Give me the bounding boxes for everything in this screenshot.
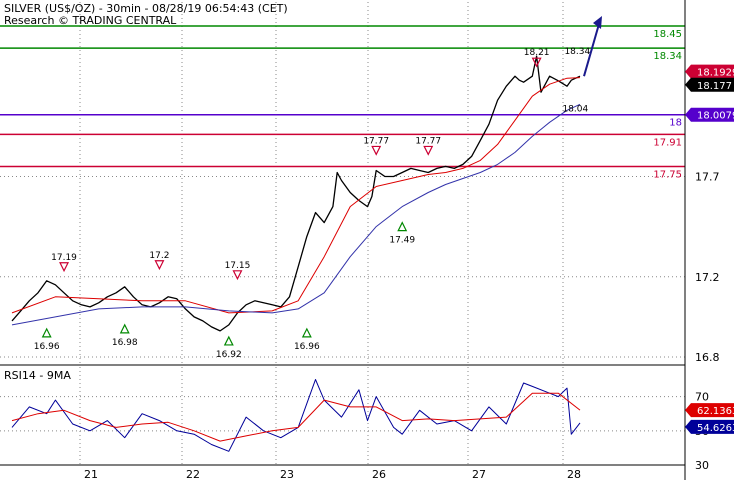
x-tick-label: 23 xyxy=(280,468,294,480)
high-marker xyxy=(371,145,382,156)
low-marker xyxy=(223,335,234,346)
rsi-tag: 62.1363 xyxy=(697,406,735,417)
level-label-target: 18.34 xyxy=(653,51,682,62)
low-marker xyxy=(119,323,130,334)
price-y-tick-label: 16.8 xyxy=(695,351,720,364)
rsi-grid xyxy=(0,367,685,466)
horizontal-levels: 18.45 18.34 18 17.91 17.75 xyxy=(0,25,685,180)
low-label: 16.96 xyxy=(34,342,60,352)
price-tags: 18.1929 18.177 18.0079 62.1363 54.6263 xyxy=(685,64,735,434)
level-label-target: 18.45 xyxy=(653,29,682,40)
high-label: 17.77 xyxy=(415,136,441,146)
x-tick-label: 27 xyxy=(472,468,486,480)
x-tick-label: 28 xyxy=(567,468,581,480)
panel-frames xyxy=(0,0,686,480)
high-marker xyxy=(531,57,542,68)
series-ma_long xyxy=(11,103,581,326)
high-level-label: 18.34 xyxy=(564,47,590,57)
price-tag: 18.0079 xyxy=(697,111,735,122)
low-label: 17.49 xyxy=(389,236,415,246)
rsi-tag-bg xyxy=(685,403,734,418)
low-label: 16.92 xyxy=(216,350,242,360)
value-label: 18.04 xyxy=(562,104,588,114)
rsi-y-tick-label: 70 xyxy=(695,391,709,404)
low-marker xyxy=(301,327,312,338)
low-marker xyxy=(397,221,408,232)
series-price xyxy=(11,55,581,332)
price-tag: 18.1929 xyxy=(697,68,735,79)
high-label: 17.15 xyxy=(225,261,251,271)
high-label: 17.77 xyxy=(363,136,389,146)
projection-arrow xyxy=(583,23,600,77)
high-marker xyxy=(154,260,165,271)
high-label: 18.21 xyxy=(524,48,550,58)
chart-source: Research © TRADING CENTRAL xyxy=(4,14,177,27)
level-label-resistance: 17.91 xyxy=(653,137,682,148)
high-label: 17.2 xyxy=(149,251,169,261)
chart-title: SILVER (US$/OZ) - 30min - 08/28/19 06:54… xyxy=(4,2,288,15)
series-rsi_ma xyxy=(11,392,581,442)
rsi-tag-bg xyxy=(685,419,734,434)
price-tag-bg xyxy=(685,77,734,92)
extreme-markers: 16.96 17.19 16.98 17.2 16.92 17.15 16.96 17.77 1… xyxy=(34,47,591,360)
low-label: 16.98 xyxy=(112,338,138,348)
high-marker xyxy=(232,270,243,281)
rsi-y-tick-label: 30 xyxy=(695,459,709,472)
price-tag: 18.177 xyxy=(697,81,732,92)
price-tag-bg xyxy=(685,107,734,122)
series-ma_short xyxy=(11,77,581,314)
high-marker xyxy=(423,145,434,156)
x-tick-label: 21 xyxy=(84,468,98,480)
rsi-title: RSI14 - 9MA xyxy=(4,369,71,382)
low-label: 16.96 xyxy=(294,342,320,352)
high-marker xyxy=(59,262,70,273)
price-series xyxy=(11,16,602,332)
projection-arrow-head xyxy=(593,16,602,29)
low-marker xyxy=(41,327,52,338)
price-y-tick-label: 17.7 xyxy=(695,170,720,183)
rsi-tag: 54.6263 xyxy=(697,423,735,434)
price-y-tick-label: 17.2 xyxy=(695,271,720,284)
rsi-series xyxy=(11,379,581,452)
series-rsi xyxy=(11,379,581,452)
x-tick-label: 26 xyxy=(372,468,386,480)
price-grid xyxy=(0,2,685,365)
high-label: 17.19 xyxy=(51,253,77,263)
x-tick-label: 22 xyxy=(186,468,200,480)
level-label-pivot: 18 xyxy=(669,118,682,129)
level-label-resistance: 17.75 xyxy=(653,169,682,180)
price-tag-bg xyxy=(685,64,734,79)
